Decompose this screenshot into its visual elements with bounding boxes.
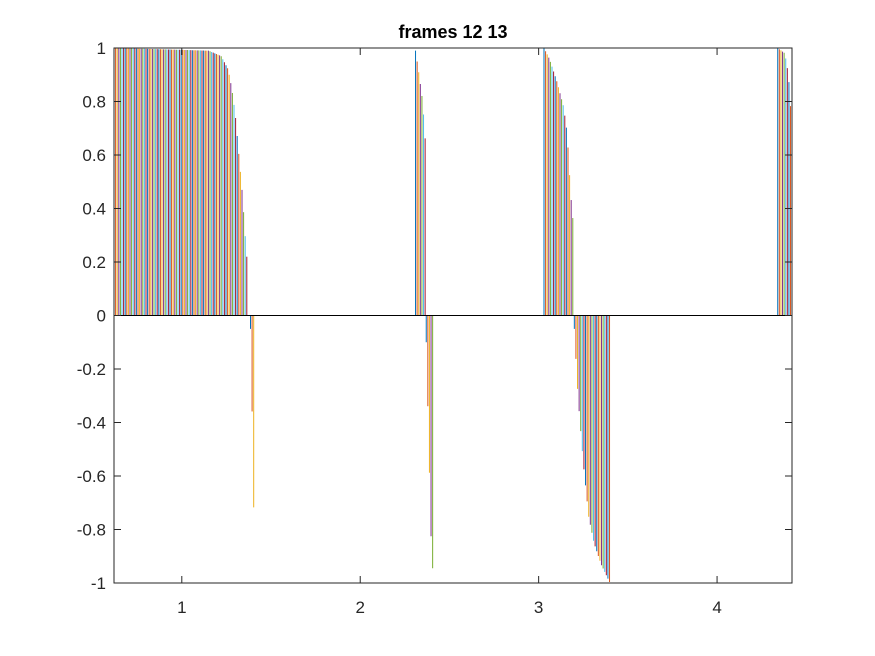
y-tick-label: -0.8 <box>77 521 106 540</box>
ticks-layer: -1 -0.8 -0.6 -0.4 -0.2 0 0.2 0.4 0.6 0.8 1 1 2 3 4 <box>77 39 792 617</box>
x-tick-label: 3 <box>534 598 543 617</box>
y-tick-label: 0.2 <box>82 253 106 272</box>
group-3-positive <box>543 48 574 316</box>
y-tick-label: 0.4 <box>82 200 106 219</box>
x-tick-label: 2 <box>355 598 364 617</box>
group-1-negative <box>249 315 255 508</box>
group-2-positive <box>415 50 426 316</box>
y-tick-label: 1 <box>97 39 106 58</box>
group-2-negative <box>425 315 434 569</box>
group-3-negative <box>573 315 611 582</box>
y-tick-label: -1 <box>91 574 106 593</box>
y-tick-label: -0.4 <box>77 414 106 433</box>
y-tick-label: -0.2 <box>77 360 106 379</box>
y-tick-label: 0 <box>97 307 106 326</box>
x-tick-label: 4 <box>712 598 721 617</box>
group-4-positive <box>777 48 792 316</box>
group-1-positive <box>113 48 248 316</box>
chart-title: frames 12 13 <box>398 22 507 42</box>
y-tick-label: 0.8 <box>82 93 106 112</box>
y-tick-label: -0.6 <box>77 467 106 486</box>
y-tick-label: 0.6 <box>82 146 106 165</box>
x-tick-label: 1 <box>177 598 186 617</box>
bars-layer <box>113 48 792 582</box>
